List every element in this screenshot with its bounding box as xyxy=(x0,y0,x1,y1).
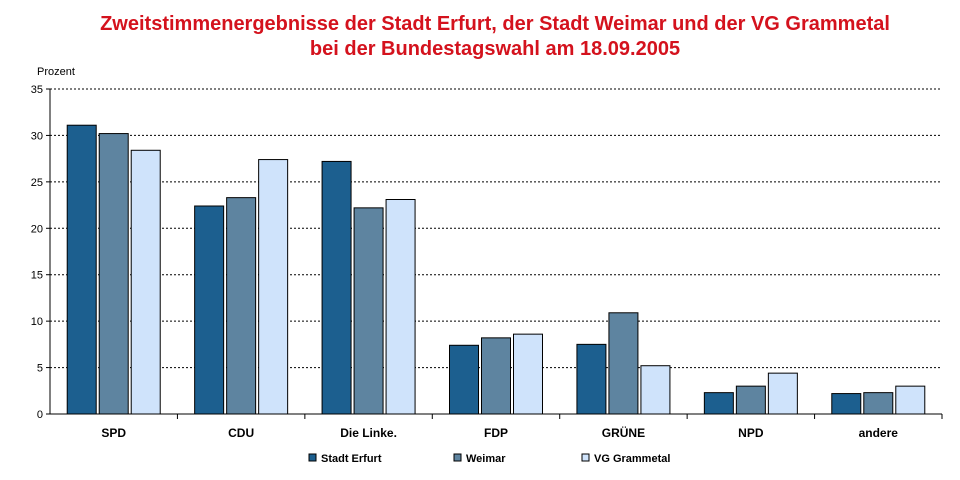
x-category-label: SPD xyxy=(101,426,126,440)
legend-label: Weimar xyxy=(466,453,506,465)
x-category-label: Die Linke. xyxy=(340,426,397,440)
chart-title: Zweitstimmenergebnisse der Stadt Erfurt,… xyxy=(100,13,890,35)
bar xyxy=(66,124,97,415)
bar xyxy=(831,393,862,415)
bar xyxy=(226,197,257,415)
y-axis-ticks: 0 5 10 15 20 25 30 35 xyxy=(31,84,50,421)
bar xyxy=(576,343,607,415)
chart-subtitle: bei der Bundestagswahl am 18.09.2005 xyxy=(309,38,681,60)
y-tick-label: 30 xyxy=(31,130,43,142)
bar xyxy=(640,365,671,415)
bar xyxy=(608,312,639,415)
x-category-label: andere xyxy=(859,426,899,440)
bar xyxy=(194,205,225,415)
y-tick-label: 20 xyxy=(31,223,43,235)
y-tick-label: 0 xyxy=(37,409,43,421)
x-axis-categories: SPD CDU Die Linke. FDP GRÜNE NPD andere xyxy=(101,414,898,440)
bar xyxy=(321,160,352,415)
bars xyxy=(66,124,926,415)
x-category-label: GRÜNE xyxy=(602,425,645,440)
axes xyxy=(49,89,943,419)
gridlines xyxy=(50,88,942,369)
legend-label: Stadt Erfurt xyxy=(321,453,382,465)
bar xyxy=(703,392,734,415)
bar xyxy=(767,372,798,415)
bar xyxy=(385,199,416,415)
bar xyxy=(735,385,766,415)
bar xyxy=(258,159,289,415)
y-tick-label: 35 xyxy=(31,84,43,96)
y-axis-unit-label: Prozent xyxy=(37,66,75,78)
legend-swatch xyxy=(453,453,462,462)
x-category-label: NPD xyxy=(738,426,764,440)
x-category-label: FDP xyxy=(484,426,508,440)
bar xyxy=(449,344,479,415)
legend: Stadt Erfurt Weimar VG Grammetal xyxy=(308,453,670,465)
bar xyxy=(895,385,926,415)
chart-title-block: Zweitstimmenergebnisse der Stadt Erfurt,… xyxy=(0,12,960,62)
legend-label: VG Grammetal xyxy=(594,453,670,465)
bar xyxy=(98,133,129,415)
y-tick-label: 5 xyxy=(37,363,43,375)
bar xyxy=(353,207,384,415)
bar xyxy=(863,392,894,415)
y-tick-label: 25 xyxy=(31,177,43,189)
legend-swatch xyxy=(581,453,590,462)
bar xyxy=(513,333,543,415)
y-tick-label: 15 xyxy=(31,270,43,282)
bar xyxy=(481,337,511,415)
y-tick-label: 10 xyxy=(31,316,43,328)
legend-swatch xyxy=(308,453,317,462)
x-category-label: CDU xyxy=(228,426,254,440)
bar xyxy=(130,149,161,415)
